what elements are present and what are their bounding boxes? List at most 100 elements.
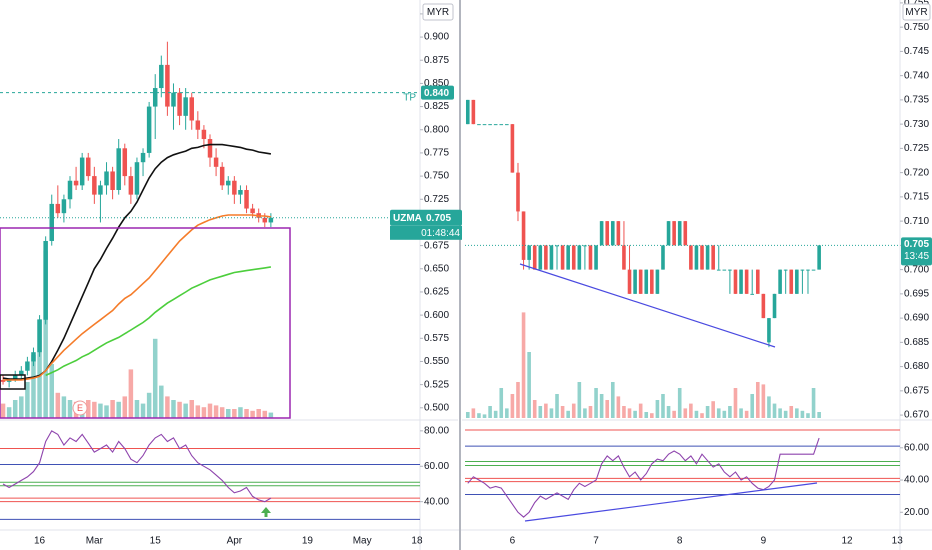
candle-body: [638, 269, 643, 294]
volume-bar: [672, 410, 676, 418]
candle-body: [694, 245, 699, 270]
candle-body: [219, 166, 225, 186]
candle-body: [73, 180, 79, 186]
volume-bar: [521, 312, 526, 418]
rsi-y-tick-label: 20.00: [904, 507, 929, 518]
candle-body: [778, 269, 782, 294]
currency-box: [902, 3, 931, 21]
candle-body: [238, 190, 243, 195]
candle-body: [722, 269, 727, 271]
x-tick-label: 9: [761, 536, 767, 547]
y-tick-label: 0.525: [424, 379, 449, 390]
rsi-line: [467, 437, 820, 518]
y-tick-label: 0.725: [424, 194, 449, 205]
candle-body: [750, 293, 755, 295]
rsi-trend-line: [524, 482, 818, 522]
volume-bar: [700, 413, 704, 418]
rsi-line: [2, 430, 272, 503]
candle-body: [616, 221, 621, 246]
candle-body: [510, 124, 515, 173]
candle-body: [527, 245, 531, 260]
candle-body: [555, 245, 559, 247]
volume-bar: [711, 401, 715, 418]
volume-bar: [795, 408, 799, 418]
volume-bar: [471, 408, 476, 418]
candle-body: [183, 97, 188, 116]
x-tick-label: 7: [593, 536, 599, 547]
volume-bar: [159, 385, 164, 418]
volume-bar: [122, 396, 128, 418]
volume-bar: [650, 413, 654, 418]
volume-bar: [644, 412, 649, 418]
earnings-icon: [72, 400, 88, 416]
candle-body: [110, 171, 115, 190]
volume-bar: [110, 400, 115, 418]
volume-bar: [465, 412, 470, 418]
y-tick-label: 0.750: [424, 171, 449, 182]
candle-body: [733, 269, 738, 294]
rsi-y-tick-label: 60.00: [904, 442, 929, 453]
y-tick-label: 0.735: [904, 95, 929, 106]
candle-body: [226, 180, 231, 186]
candle-body: [594, 245, 598, 270]
volume-bar: [171, 400, 176, 418]
volume-bar: [268, 412, 274, 418]
candle-body: [67, 180, 73, 200]
candle-body: [477, 124, 481, 126]
target-price: 0.840: [424, 88, 449, 99]
candle-body: [605, 221, 610, 246]
volume-bar: [12, 400, 18, 418]
volume-bar: [610, 382, 615, 418]
y-tick-label: 0.550: [424, 356, 449, 367]
y-tick-label: 0.675: [424, 240, 449, 251]
y-tick-label: 0.675: [904, 385, 929, 396]
candle-body: [538, 245, 543, 270]
volume-bar: [31, 355, 36, 418]
y-tick-label: 0.800: [424, 124, 449, 135]
candle-body: [521, 211, 526, 260]
volume-bar: [195, 405, 201, 418]
y-tick-label: 0.625: [424, 287, 449, 298]
y-tick-label: 0.900: [424, 32, 449, 43]
candle-body: [739, 269, 743, 294]
x-tick-label: 19: [302, 536, 314, 547]
candle-body: [232, 180, 237, 195]
target-price-box: [421, 85, 454, 100]
last-price: 0.705: [426, 213, 451, 224]
currency: MYR: [905, 7, 927, 18]
volume-bar: [25, 382, 30, 418]
candle-body: [122, 148, 128, 177]
candle-body: [152, 88, 158, 107]
volume-bar: [778, 408, 782, 418]
volume-bar: [262, 410, 268, 418]
volume-bar: [655, 400, 660, 418]
candle-body: [795, 269, 799, 294]
left-chart: [0, 41, 420, 520]
axes: 0.500 0.525 0.550 0.575 0.600 0.625 0.650 0.675…: [34, 0, 929, 547]
volume-bar: [146, 392, 152, 418]
volume-bar: [722, 410, 727, 418]
symbol: UZMA: [393, 213, 422, 224]
candle-body: [471, 99, 476, 125]
volume-bar: [213, 405, 219, 418]
x-tick-label: 12: [841, 536, 853, 547]
y-tick-label: 0.690: [904, 313, 929, 324]
volume-bar: [789, 406, 794, 418]
volume-bar: [627, 408, 632, 418]
candle-body: [772, 293, 777, 319]
currency: MYR: [427, 7, 449, 18]
volume-bar: [806, 413, 810, 418]
volume-bar: [165, 396, 170, 418]
y-tick-label: 0.750: [904, 22, 929, 33]
candle-body: [683, 221, 688, 246]
candle-body: [789, 269, 794, 294]
y-tick-label: 0.850: [424, 78, 449, 89]
volume-bar: [67, 400, 73, 418]
candle-body: [98, 185, 103, 195]
volume-bar: [104, 405, 109, 418]
volume-bar: [177, 401, 182, 418]
rsi-y-tick-label: 40.00: [424, 496, 449, 507]
volume-bar: [588, 406, 593, 418]
volume-bar: [482, 414, 487, 418]
